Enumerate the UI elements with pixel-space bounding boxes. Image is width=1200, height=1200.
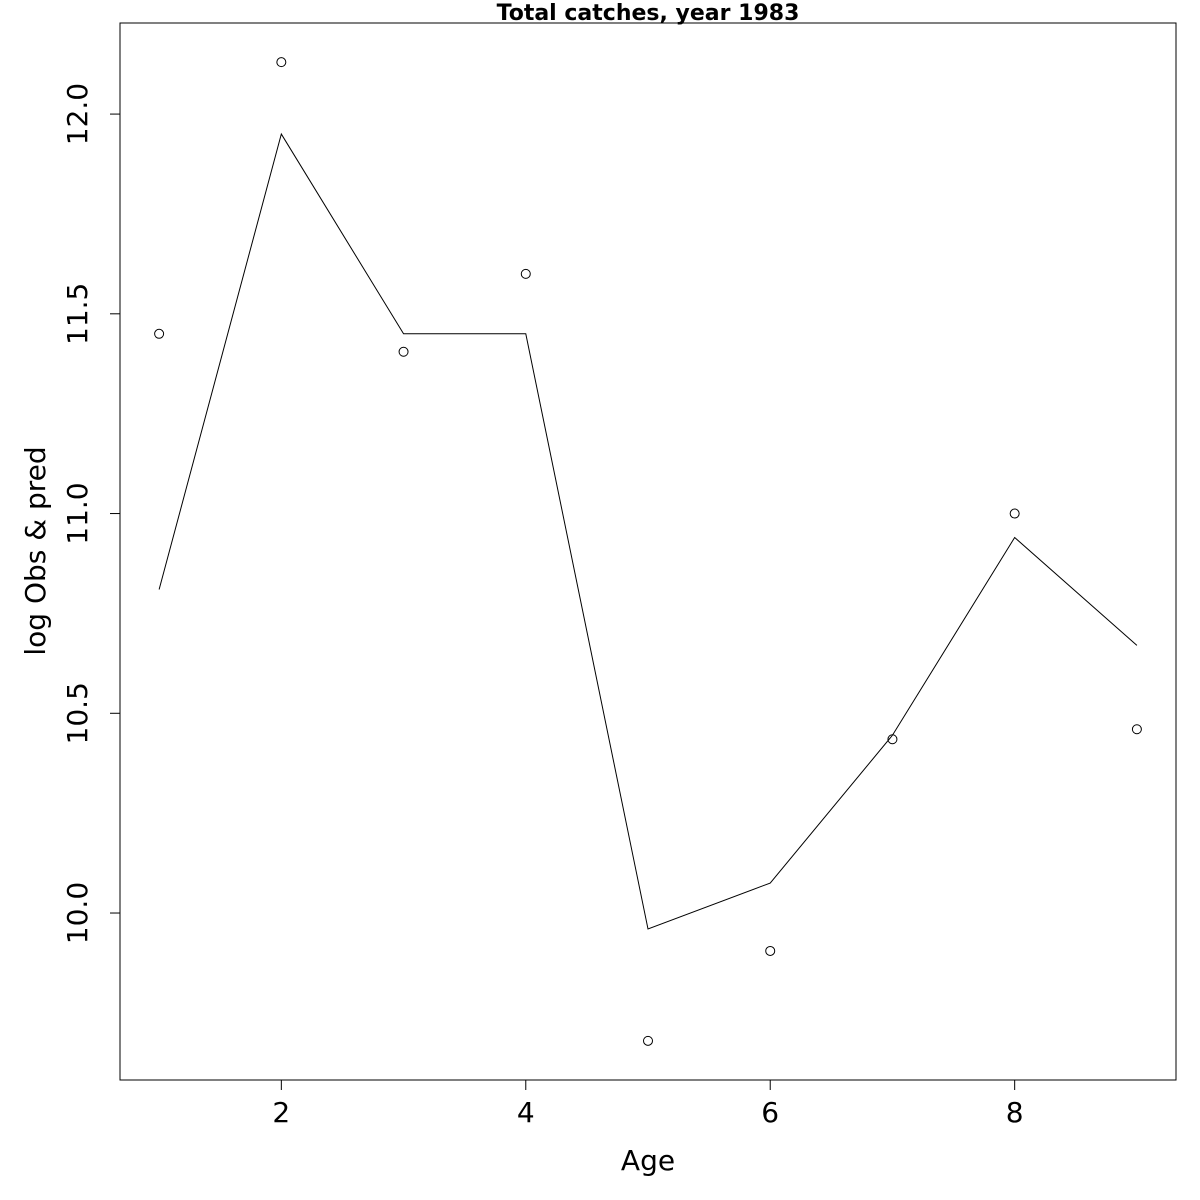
y-tick-label: 10.5 — [61, 682, 94, 744]
y-tick-label: 11.5 — [61, 283, 94, 345]
x-tick-label: 6 — [761, 1096, 779, 1129]
observed-point — [520, 268, 531, 279]
x-tick-label: 8 — [1006, 1096, 1024, 1129]
observed-point — [1009, 508, 1020, 519]
chart-title: Total catches, year 1983 — [497, 1, 800, 26]
marks — [154, 57, 1142, 1046]
y-tick-label: 11.0 — [61, 482, 94, 544]
y-axis-label: log Obs & pred — [19, 446, 52, 655]
y-tick-label: 10.0 — [61, 882, 94, 944]
plot-frame — [119, 22, 1177, 1081]
predicted-line — [158, 132, 1138, 930]
y-tick-label: 12.0 — [61, 83, 94, 145]
observed-point — [398, 346, 409, 357]
observed-point — [643, 1035, 653, 1046]
observed-point — [276, 57, 287, 68]
x-tick-label: 2 — [272, 1096, 290, 1129]
axes: 2 4 6 8 10.0 10.5 11.0 11.5 12.0 — [61, 83, 1024, 1129]
x-axis-label: Age — [621, 1144, 675, 1177]
x-tick-label: 4 — [517, 1096, 535, 1129]
observed-point — [765, 945, 776, 956]
observed-point — [154, 328, 165, 339]
observed-point — [1131, 724, 1142, 735]
